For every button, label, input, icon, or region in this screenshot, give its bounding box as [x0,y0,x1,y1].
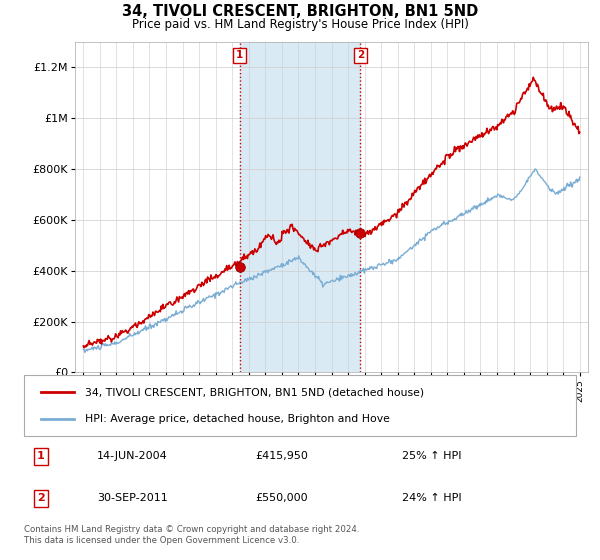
Text: 30-SEP-2011: 30-SEP-2011 [97,493,168,503]
Text: HPI: Average price, detached house, Brighton and Hove: HPI: Average price, detached house, Brig… [85,414,389,424]
Text: 2: 2 [357,50,364,60]
Text: £550,000: £550,000 [255,493,308,503]
Text: £415,950: £415,950 [255,451,308,461]
Text: 25% ↑ HPI: 25% ↑ HPI [401,451,461,461]
Text: Price paid vs. HM Land Registry's House Price Index (HPI): Price paid vs. HM Land Registry's House … [131,18,469,31]
Text: 14-JUN-2004: 14-JUN-2004 [97,451,168,461]
Bar [239,42,361,372]
Text: 34, TIVOLI CRESCENT, BRIGHTON, BN1 5ND: 34, TIVOLI CRESCENT, BRIGHTON, BN1 5ND [122,4,478,20]
Text: 24% ↑ HPI: 24% ↑ HPI [401,493,461,503]
Text: Contains HM Land Registry data © Crown copyright and database right 2024.
This d: Contains HM Land Registry data © Crown c… [24,525,359,545]
Text: 1: 1 [37,451,44,461]
FancyBboxPatch shape [24,375,576,436]
Text: 1: 1 [236,50,243,60]
Text: 34, TIVOLI CRESCENT, BRIGHTON, BN1 5ND (detached house): 34, TIVOLI CRESCENT, BRIGHTON, BN1 5ND (… [85,387,424,397]
Text: 2: 2 [37,493,44,503]
